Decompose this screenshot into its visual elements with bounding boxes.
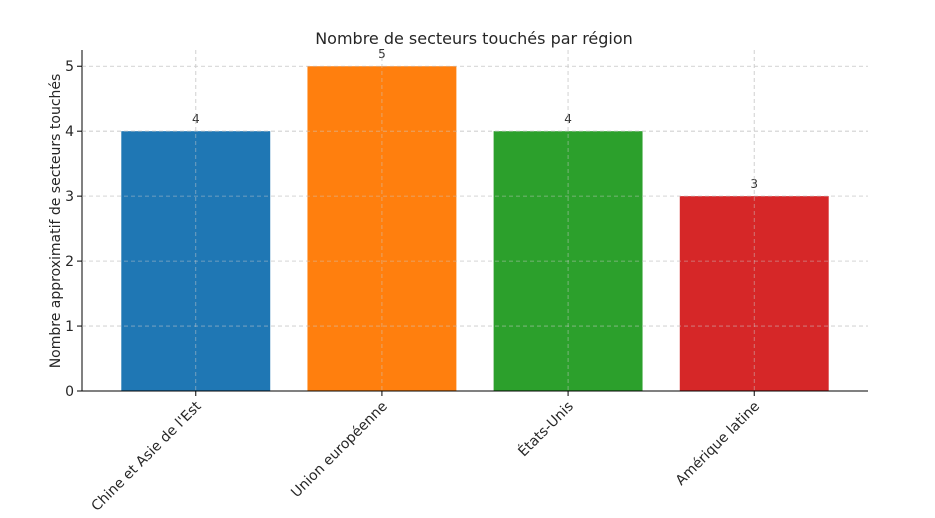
bar-value-label: 5 — [378, 47, 386, 61]
chart-title: Nombre de secteurs touchés par région — [315, 29, 633, 48]
y-tick-label: 4 — [65, 124, 74, 140]
bar-value-label: 4 — [564, 112, 572, 126]
y-tick-label: 2 — [65, 254, 74, 270]
x-tick-label: Union européenne — [288, 399, 390, 501]
y-tick-label: 3 — [65, 189, 74, 205]
x-tick-label: Chine et Asie de l'Est — [89, 398, 205, 514]
bar-value-label: 4 — [192, 112, 200, 126]
y-tick-label: 0 — [65, 384, 74, 400]
x-tick-label: Amérique latine — [673, 399, 763, 489]
axes — [77, 50, 868, 396]
y-tick-label: 5 — [65, 59, 74, 75]
y-axis-label: Nombre approximatif de secteurs touchés — [48, 74, 64, 369]
y-tick-label: 1 — [65, 319, 74, 335]
bars — [121, 66, 829, 391]
x-tick-label: États-Unis — [515, 398, 577, 460]
